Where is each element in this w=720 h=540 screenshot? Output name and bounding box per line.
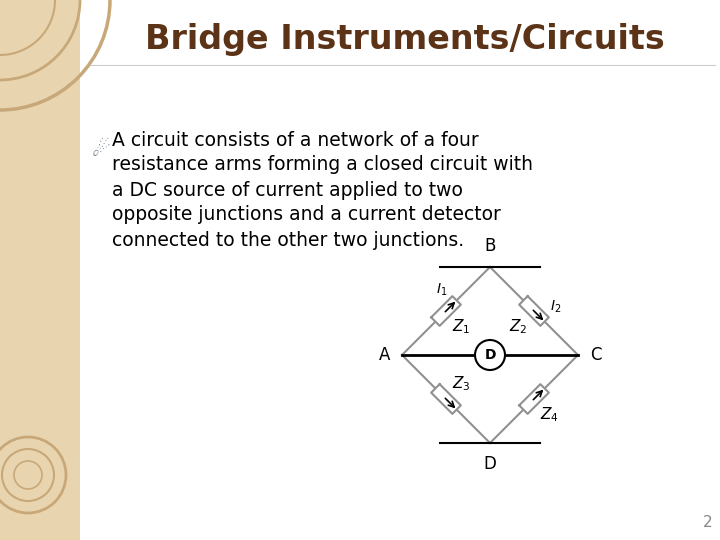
Text: C: C — [590, 346, 601, 364]
Text: A circuit consists of a network of a four: A circuit consists of a network of a fou… — [112, 131, 479, 150]
Text: ☄: ☄ — [92, 140, 111, 160]
Text: $Z_3$: $Z_3$ — [452, 374, 471, 393]
Text: $Z_4$: $Z_4$ — [540, 405, 559, 424]
Text: A: A — [379, 346, 390, 364]
Text: 2: 2 — [703, 515, 712, 530]
Text: $I_2$: $I_2$ — [550, 299, 561, 315]
Polygon shape — [519, 296, 549, 326]
Polygon shape — [431, 384, 461, 414]
Text: $I_1$: $I_1$ — [436, 281, 448, 298]
Text: opposite junctions and a current detector: opposite junctions and a current detecto… — [112, 206, 501, 225]
Text: D: D — [485, 348, 496, 362]
Text: B: B — [485, 237, 495, 255]
Text: $Z_2$: $Z_2$ — [509, 317, 528, 336]
Polygon shape — [519, 384, 549, 414]
Text: a DC source of current applied to two: a DC source of current applied to two — [112, 180, 463, 199]
Text: connected to the other two junctions.: connected to the other two junctions. — [112, 231, 464, 249]
Text: $Z_1$: $Z_1$ — [452, 317, 471, 336]
Text: D: D — [484, 455, 496, 473]
Polygon shape — [431, 296, 461, 326]
Text: Bridge Instruments/Circuits: Bridge Instruments/Circuits — [145, 24, 665, 57]
Text: resistance arms forming a closed circuit with: resistance arms forming a closed circuit… — [112, 156, 533, 174]
Bar — [0, 0, 80, 540]
Circle shape — [475, 340, 505, 370]
